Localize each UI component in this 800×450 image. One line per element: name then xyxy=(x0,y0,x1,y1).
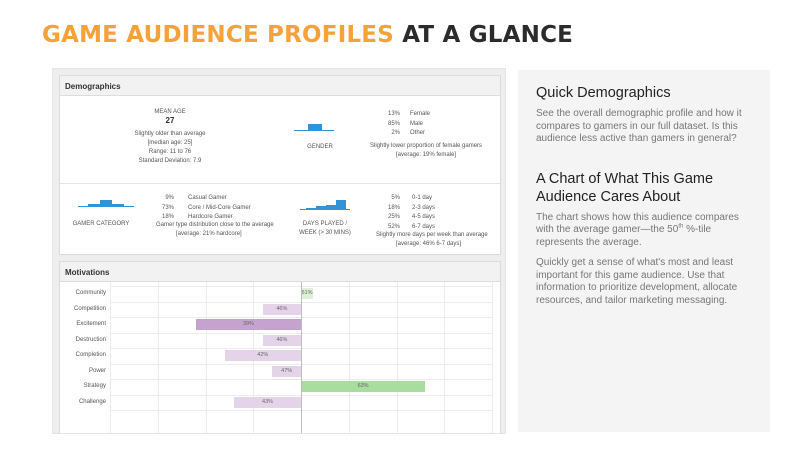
stat-name: 0-1 day xyxy=(412,195,433,201)
grid-line xyxy=(348,282,350,433)
side-paragraph-2: The chart shows how this audience compar… xyxy=(536,211,739,248)
stat-pct: 5% xyxy=(391,195,400,201)
bar-value-label: 46% xyxy=(276,305,288,312)
stat-name: Hardcore Gamer xyxy=(188,214,233,220)
stat-pct: 18% xyxy=(387,204,400,211)
bar-value-label: 39% xyxy=(242,321,254,327)
bar-value-label: 51% xyxy=(301,290,313,296)
side-paragraph-3: Quickly get a sense of what's most and l… xyxy=(536,257,738,306)
category-avg: [average: 21% hardcore] xyxy=(176,231,242,237)
mean-age-label: MEAN AGE xyxy=(154,109,186,115)
motivation-bar: 46% xyxy=(262,334,301,346)
stat-pct: 85% xyxy=(387,120,400,127)
stat-name: Male xyxy=(410,120,424,127)
side-panel: Quick Demographics See the overall demog… xyxy=(518,70,770,432)
side-heading-1: Quick Demographics xyxy=(536,85,671,101)
title-highlight: GAME AUDIENCE PROFILES xyxy=(42,22,394,48)
dashboard-screenshot: Demographics MEAN AGE 27 Slightly older … xyxy=(52,68,506,434)
motivation-bar: 43% xyxy=(234,396,301,408)
baseline-line xyxy=(301,282,302,433)
gender-avg: [average: 19% female] xyxy=(396,152,457,158)
stat-name: Other xyxy=(410,130,426,136)
bar-value-label: 42% xyxy=(257,352,269,358)
demographics-panel: Demographics MEAN AGE 27 Slightly older … xyxy=(59,75,501,255)
category-label: Completion xyxy=(75,352,106,358)
stat-pct: 13% xyxy=(387,111,400,117)
category-label: Competition xyxy=(73,305,106,312)
bar-value-label: 63% xyxy=(357,383,369,389)
stat-name: Female xyxy=(410,111,431,117)
bar-value-label: 46% xyxy=(276,336,288,343)
stat-pct: 9% xyxy=(165,195,174,201)
side-paragraph-1: See the overall demographic profile and … xyxy=(536,108,742,144)
age-range: Range: 11 to 76 xyxy=(148,149,192,155)
motivation-bar: 47% xyxy=(272,365,301,377)
bar-value-label: 47% xyxy=(281,367,293,374)
category-label: Challenge xyxy=(78,398,106,405)
stat-pct: 2% xyxy=(391,130,400,136)
slide-title: GAME AUDIENCE PROFILES AT A GLANCE xyxy=(42,22,573,48)
stat-name: Casual Gamer xyxy=(188,195,227,201)
category-note: Gamer type distribution close to the ave… xyxy=(156,222,274,228)
motivation-bar: 39% xyxy=(195,319,301,330)
stat-pct: 18% xyxy=(161,214,174,220)
gender-note: Slightly lower proportion of female game… xyxy=(370,143,483,149)
days-label-1: DAYS PLAYED / xyxy=(302,221,348,227)
age-note: Slightly older than average xyxy=(134,131,206,137)
age-sd: Standard Deviation: 7.9 xyxy=(138,158,202,164)
stat-name: 2-3 days xyxy=(412,204,436,211)
motivation-bar: 46% xyxy=(262,303,301,315)
demographics-divider xyxy=(60,183,500,184)
category-label: GAMER CATEGORY xyxy=(72,221,130,227)
title-rest: AT A GLANCE xyxy=(402,22,574,48)
bar-value-label: 43% xyxy=(262,398,274,405)
stat-pct: 52% xyxy=(387,223,400,230)
mean-age-value: 27 xyxy=(165,116,175,125)
motivations-chart: Community 51% Competition 46% Excitement 39% D… xyxy=(60,282,502,433)
category-label: Excitement xyxy=(76,321,106,327)
category-label: Destruction xyxy=(75,336,106,343)
motivations-panel: Motivations Community 51% Competition 46% Ex… xyxy=(59,261,502,433)
stat-name: 6-7 days xyxy=(412,223,436,230)
grid-line xyxy=(444,282,446,433)
motivation-bar: 51% xyxy=(301,288,313,299)
category-label: Power xyxy=(88,367,106,374)
stat-name: 4-5 days xyxy=(412,214,436,220)
motivations-header: Motivations xyxy=(60,262,500,282)
gender-label: GENDER xyxy=(307,144,333,150)
stat-pct: 25% xyxy=(387,214,400,220)
days-note: Slightly more days per week than average xyxy=(376,232,488,238)
age-median: [median age: 25] xyxy=(147,140,193,146)
days-avg: [average: 46% 6-7 days] xyxy=(396,241,462,247)
grid-line xyxy=(205,282,207,433)
grid-line xyxy=(396,282,398,433)
category-label: Community xyxy=(75,290,106,296)
motivation-bar: 63% xyxy=(301,381,426,392)
grid-line xyxy=(492,282,493,433)
stat-name: Core / Mid-Core Gamer xyxy=(188,204,251,211)
days-label-2: WEEK (> 30 MINS) xyxy=(299,230,351,236)
motivation-bar: 42% xyxy=(224,350,301,361)
demographics-header: Demographics xyxy=(60,76,500,96)
grid-line xyxy=(110,282,111,433)
stat-pct: 73% xyxy=(161,204,174,211)
side-heading-2: A Chart of What This Game Audience Cares… xyxy=(536,170,714,205)
grid-line xyxy=(157,282,159,433)
category-label: Strategy xyxy=(83,383,106,389)
